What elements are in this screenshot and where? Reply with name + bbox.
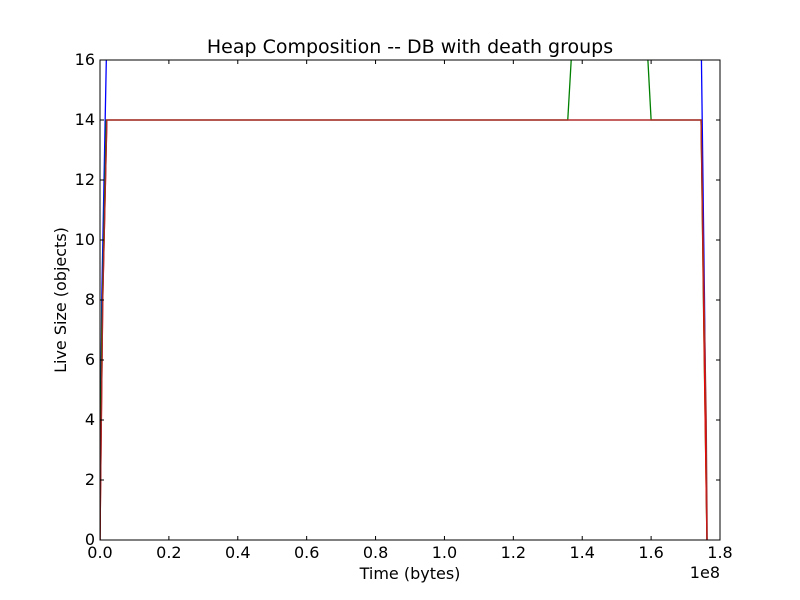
- plot-area: [100, 60, 720, 540]
- x-tick-label: 1.0: [432, 543, 457, 562]
- y-axis-label: Live Size (objects): [51, 227, 70, 373]
- x-tick-label: 1.2: [501, 543, 526, 562]
- x-tick-label: 0.8: [363, 543, 388, 562]
- x-tick-label: 1.4: [569, 543, 594, 562]
- y-tick-label: 14: [75, 110, 95, 129]
- y-tick-label: 12: [75, 170, 95, 189]
- x-tick-label: 0.2: [156, 543, 181, 562]
- y-tick-label: 2: [85, 470, 95, 489]
- x-tick-label: 1.8: [707, 543, 732, 562]
- x-tick-label: 0.0: [87, 543, 112, 562]
- x-tick-label: 0.6: [294, 543, 319, 562]
- x-tick-label: 0.4: [225, 543, 250, 562]
- x-tick-label: 1.6: [638, 543, 663, 562]
- series-layer: [100, 60, 708, 540]
- series-line-4: [100, 119, 708, 540]
- chart-title: Heap Composition -- DB with death groups: [207, 36, 613, 58]
- y-tick-label: 0: [85, 530, 95, 549]
- x-axis-label: Time (bytes): [359, 564, 461, 583]
- x-offset-label: 1e8: [690, 563, 720, 582]
- y-tick-label: 6: [85, 350, 95, 369]
- plot-frame: [99, 59, 721, 541]
- y-tick-label: 8: [85, 290, 95, 309]
- y-tick-label: 16: [75, 50, 95, 69]
- ticks-layer: 0.0 0.2 0.4 0.6 0.8 1.0 1.2 1.4 1.6 1.8 0 2 4 6 8 10 12 1…: [75, 50, 733, 562]
- y-tick-label: 10: [75, 230, 95, 249]
- y-tick-label: 4: [85, 410, 95, 429]
